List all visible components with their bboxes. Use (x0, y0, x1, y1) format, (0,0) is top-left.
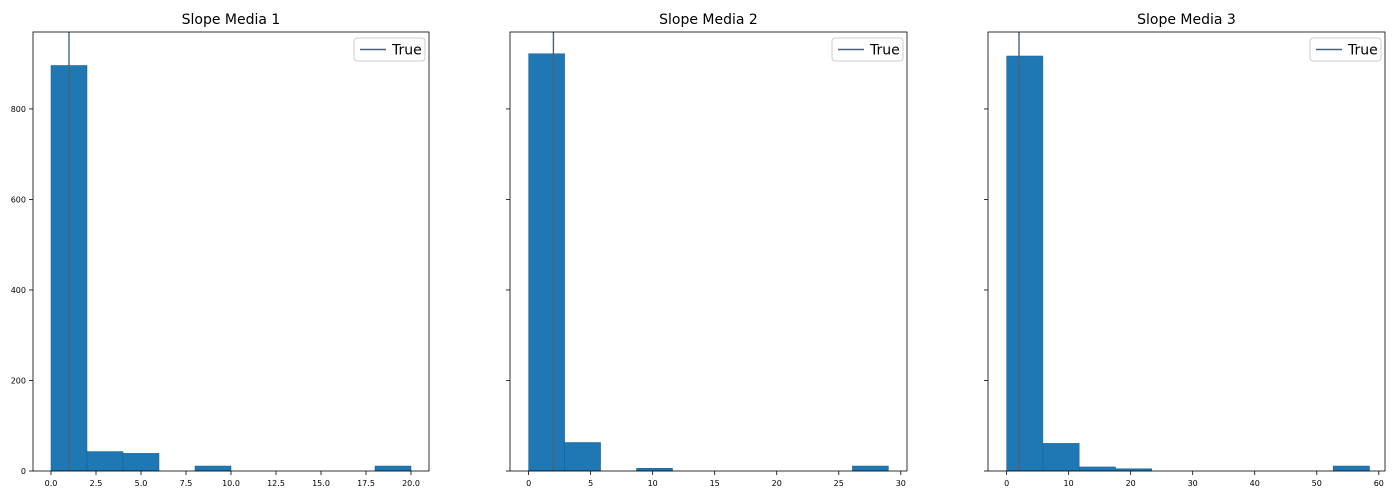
legend-label: True (391, 43, 422, 59)
x-tick-label: 30 (896, 479, 906, 488)
histogram-bar (86, 451, 124, 472)
chart-title: Slope Media 2 (659, 12, 758, 28)
y-tick-label: 200 (11, 376, 26, 385)
chart-title: Slope Media 3 (1137, 12, 1236, 28)
histogram-bar (1006, 55, 1044, 472)
legend-box (353, 37, 426, 62)
histogram-bar (852, 465, 889, 472)
histogram-bar (374, 465, 412, 472)
legend-box (831, 37, 904, 62)
x-tick-label: 40 (1250, 479, 1260, 488)
x-tick-label: 20 (772, 479, 782, 488)
histogram-bar (1332, 465, 1370, 472)
x-tick-label: 15.0 (312, 479, 330, 488)
histogram-bar (528, 53, 565, 472)
chart-panel-1: 0.0 2.5 5.0 7.5 10.0 12.5 15.0 17.5 20.0 0 200 400 6… (11, 12, 430, 488)
histogram-bar (564, 442, 601, 472)
x-tick-label: 15 (710, 479, 720, 488)
x-tick-label: 20.0 (402, 479, 420, 488)
y-tick-label: 600 (11, 195, 26, 204)
legend: True (831, 37, 904, 62)
x-tick-label: 5 (588, 479, 593, 488)
histogram-bar (122, 453, 160, 472)
legend-box (1309, 37, 1382, 62)
x-tick-label: 2.5 (90, 479, 103, 488)
x-tick-label: 0.0 (45, 479, 58, 488)
y-tick-label: 800 (11, 105, 26, 114)
x-tick-label: 25 (834, 479, 844, 488)
histogram-bar (636, 468, 673, 472)
axes-frame (32, 31, 430, 472)
axes-frame (509, 31, 908, 472)
y-tick-label: 0 (21, 467, 26, 476)
histogram-bars (528, 53, 889, 472)
x-tick-label: 7.5 (180, 479, 193, 488)
x-tick-label: 60 (1374, 479, 1384, 488)
histogram-bar (1042, 443, 1080, 472)
x-tick-label: 17.5 (357, 479, 375, 488)
chart-panel-3: 0 10 20 30 40 50 60 Slope Media 3 True (984, 12, 1386, 488)
histogram-bar (194, 465, 232, 472)
legend: True (353, 37, 426, 62)
x-tick-label: 20 (1126, 479, 1136, 488)
x-tick-label: 5.0 (135, 479, 148, 488)
histogram-bar (1078, 466, 1116, 472)
x-tick-label: 0 (1004, 479, 1009, 488)
legend: True (1309, 37, 1382, 62)
x-tick-label: 50 (1312, 479, 1322, 488)
x-tick-label: 10 (648, 479, 658, 488)
x-tick-label: 10 (1064, 479, 1074, 488)
x-tick-label: 30 (1188, 479, 1198, 488)
x-tick-label: 0 (526, 479, 531, 488)
x-tick-label: 10.0 (222, 479, 240, 488)
chart-title: Slope Media 1 (182, 12, 281, 28)
histogram-bars (1006, 55, 1370, 472)
chart-panel-2: 0 5 10 15 20 25 30 Slope Media 2 True (506, 12, 908, 488)
y-tick-label: 400 (11, 286, 26, 295)
legend-label: True (869, 43, 900, 59)
axes-frame (987, 31, 1386, 472)
histogram-bars (50, 65, 412, 472)
legend-label: True (1347, 43, 1378, 59)
x-tick-label: 12.5 (267, 479, 285, 488)
